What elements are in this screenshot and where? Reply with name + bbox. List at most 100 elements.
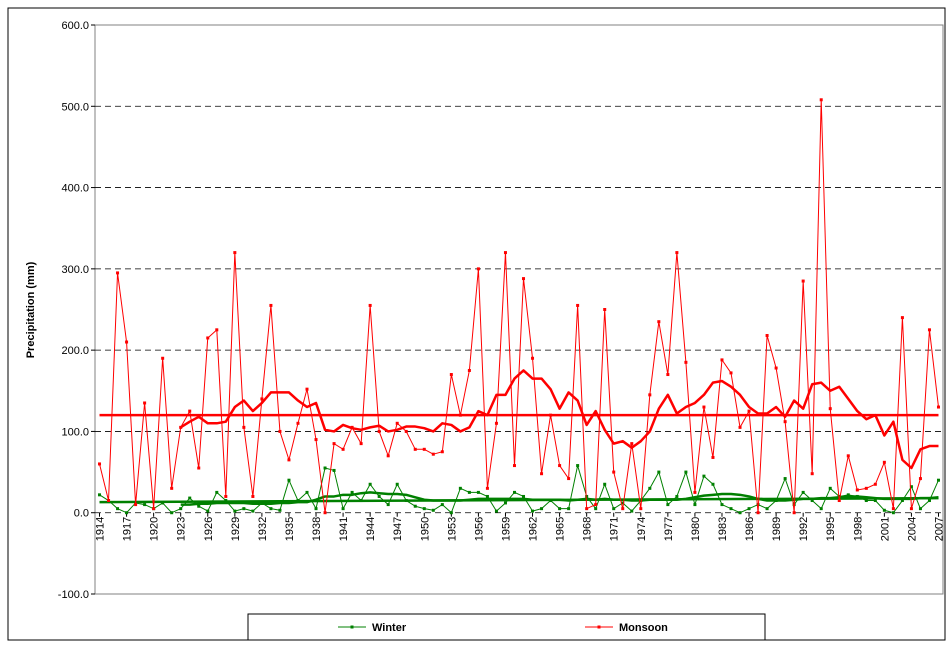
x-tick-label: 1980 bbox=[690, 517, 702, 541]
point bbox=[386, 454, 390, 458]
legend bbox=[247, 613, 766, 641]
point bbox=[810, 499, 814, 503]
point bbox=[170, 486, 174, 490]
legend-marker bbox=[597, 625, 601, 629]
x-tick-label: 1950 bbox=[419, 517, 431, 541]
point bbox=[215, 328, 219, 332]
x-tick-label: 1944 bbox=[365, 517, 377, 541]
point bbox=[395, 421, 399, 425]
point bbox=[332, 442, 336, 446]
point bbox=[837, 499, 841, 503]
y-tick-label: -100.0 bbox=[58, 589, 89, 601]
point bbox=[882, 460, 886, 464]
legend-label: Winter bbox=[372, 622, 407, 634]
point bbox=[503, 501, 507, 505]
point bbox=[98, 462, 102, 466]
x-tick-label: 1965 bbox=[555, 517, 567, 541]
point bbox=[828, 486, 832, 490]
point bbox=[494, 421, 498, 425]
x-tick-label: 1935 bbox=[284, 517, 296, 541]
legend-marker bbox=[350, 625, 354, 629]
x-tick-label: 1998 bbox=[852, 517, 864, 541]
point bbox=[819, 507, 823, 511]
point bbox=[738, 511, 742, 515]
point bbox=[323, 466, 327, 470]
point bbox=[873, 482, 877, 486]
point bbox=[567, 507, 571, 511]
point bbox=[702, 474, 706, 478]
point bbox=[630, 442, 634, 446]
x-tick-label: 2007 bbox=[933, 517, 945, 541]
point bbox=[594, 507, 598, 511]
point bbox=[882, 508, 886, 512]
point bbox=[855, 488, 859, 492]
x-tick-label: 1989 bbox=[771, 517, 783, 541]
point bbox=[188, 409, 192, 413]
point bbox=[494, 509, 498, 513]
point bbox=[377, 494, 381, 498]
point bbox=[287, 458, 291, 462]
point bbox=[765, 334, 769, 338]
point bbox=[377, 429, 381, 433]
point bbox=[224, 494, 228, 498]
point bbox=[891, 511, 895, 515]
x-tick-label: 1947 bbox=[392, 517, 404, 541]
point bbox=[702, 405, 706, 409]
point bbox=[531, 509, 535, 513]
point bbox=[936, 405, 940, 409]
x-tick-label: 1938 bbox=[311, 517, 323, 541]
point bbox=[134, 503, 138, 507]
point bbox=[900, 499, 904, 503]
point bbox=[657, 320, 661, 324]
point bbox=[675, 494, 679, 498]
point bbox=[666, 373, 670, 377]
y-tick-label: 200.0 bbox=[61, 345, 89, 357]
y-tick-label: 0.0 bbox=[74, 508, 89, 520]
point bbox=[540, 507, 544, 511]
point bbox=[756, 511, 760, 515]
trend-line bbox=[180, 369, 939, 470]
y-tick-label: 100.0 bbox=[61, 426, 89, 438]
x-tick-label: 1929 bbox=[230, 517, 242, 541]
point bbox=[242, 507, 246, 511]
point bbox=[143, 401, 147, 405]
point bbox=[864, 499, 868, 503]
point bbox=[341, 507, 345, 511]
point bbox=[431, 508, 435, 512]
point bbox=[503, 251, 507, 255]
point bbox=[639, 507, 643, 511]
point bbox=[522, 494, 526, 498]
point bbox=[440, 503, 444, 507]
point bbox=[395, 482, 399, 486]
point bbox=[747, 507, 751, 511]
point bbox=[621, 501, 625, 505]
point bbox=[251, 494, 255, 498]
point bbox=[729, 507, 733, 511]
point bbox=[467, 368, 471, 372]
point bbox=[792, 511, 796, 515]
point bbox=[828, 407, 832, 411]
point bbox=[179, 507, 183, 511]
mean-line bbox=[99, 496, 939, 504]
point bbox=[576, 464, 580, 468]
y-tick-label: 500.0 bbox=[61, 101, 89, 113]
point bbox=[359, 442, 363, 446]
x-tick-label: 1962 bbox=[528, 517, 540, 541]
point bbox=[774, 366, 778, 370]
point bbox=[630, 509, 634, 513]
point bbox=[512, 490, 516, 494]
point bbox=[413, 504, 417, 508]
legend-label: Monsoon bbox=[619, 622, 668, 634]
x-tick-label: 1977 bbox=[663, 517, 675, 541]
point bbox=[341, 447, 345, 451]
x-tick-label: 1992 bbox=[798, 517, 810, 541]
x-tick-label: 1956 bbox=[473, 517, 485, 541]
x-tick-label: 1923 bbox=[176, 517, 188, 541]
x-tick-label: 2004 bbox=[906, 517, 918, 541]
point bbox=[873, 499, 877, 503]
x-tick-label: 1953 bbox=[446, 517, 458, 541]
point bbox=[594, 503, 598, 507]
point bbox=[233, 251, 237, 255]
point bbox=[206, 336, 210, 340]
